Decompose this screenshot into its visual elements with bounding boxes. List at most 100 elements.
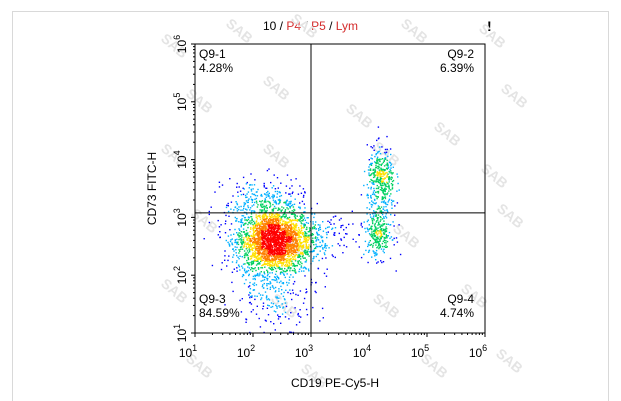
event-point	[272, 238, 275, 240]
event-point	[252, 275, 255, 278]
event-point	[254, 259, 256, 262]
event-point	[279, 195, 281, 198]
event-point	[385, 230, 388, 233]
event-point	[240, 194, 243, 196]
event-point	[307, 247, 309, 250]
event-point	[265, 228, 267, 230]
event-point	[241, 234, 243, 236]
event-point	[277, 244, 280, 246]
event-point	[228, 215, 230, 217]
event-point	[290, 249, 293, 251]
event-point	[269, 265, 271, 268]
event-point	[261, 246, 263, 249]
event-point	[281, 268, 283, 271]
event-point	[245, 236, 247, 239]
event-point	[251, 221, 253, 224]
event-point	[258, 238, 260, 240]
event-point	[326, 268, 328, 270]
event-point	[289, 249, 291, 251]
event-point	[292, 256, 294, 258]
event-point	[271, 215, 273, 217]
event-point	[376, 240, 378, 242]
event-point	[276, 215, 279, 217]
event-point	[334, 232, 336, 234]
event-point	[254, 277, 256, 280]
watermark-text: SAB	[188, 205, 221, 236]
event-point	[272, 218, 275, 220]
event-point	[273, 207, 275, 210]
event-point	[321, 307, 324, 310]
event-point	[298, 231, 300, 234]
event-point	[375, 242, 377, 244]
event-point	[263, 216, 266, 218]
event-point	[290, 195, 292, 197]
event-point	[252, 223, 254, 226]
watermark-text: SAB	[260, 72, 293, 103]
event-point	[290, 228, 293, 230]
event-point	[385, 242, 387, 244]
event-point	[366, 220, 369, 223]
event-point	[266, 249, 268, 251]
event-point	[304, 249, 307, 252]
event-point	[276, 234, 279, 237]
event-point	[377, 167, 379, 170]
event-point	[246, 201, 249, 204]
event-point	[236, 270, 238, 272]
event-point	[235, 252, 237, 254]
event-point	[279, 250, 282, 252]
event-point	[296, 224, 298, 227]
event-point	[263, 226, 265, 229]
event-point	[272, 216, 274, 218]
event-point	[284, 267, 286, 270]
event-point	[365, 231, 367, 233]
event-point	[255, 224, 257, 226]
event-point	[225, 206, 228, 209]
event-point	[231, 238, 233, 240]
event-point	[272, 262, 274, 265]
event-point	[279, 306, 281, 308]
event-point	[370, 216, 372, 218]
event-point	[378, 206, 380, 208]
event-point	[371, 162, 373, 165]
event-point	[245, 235, 247, 238]
event-point	[375, 152, 378, 155]
event-point	[257, 262, 260, 264]
event-point	[259, 251, 261, 253]
event-point	[375, 226, 377, 229]
event-point	[283, 298, 286, 300]
event-point	[267, 256, 269, 258]
event-point	[249, 291, 251, 294]
event-point	[273, 174, 275, 176]
event-point	[373, 181, 375, 183]
event-point	[227, 235, 230, 237]
event-point	[255, 221, 258, 223]
event-point	[256, 216, 258, 218]
event-point	[282, 215, 284, 217]
event-point	[267, 304, 269, 306]
event-point	[268, 251, 271, 253]
event-point	[238, 258, 240, 260]
event-point	[261, 218, 264, 220]
event-point	[273, 223, 275, 225]
event-point	[297, 237, 299, 239]
event-point	[261, 195, 263, 197]
event-point	[263, 184, 265, 187]
event-point	[269, 248, 272, 251]
event-point	[264, 319, 267, 321]
event-point	[253, 236, 255, 239]
event-point	[287, 204, 289, 207]
event-point	[297, 294, 299, 296]
event-point	[266, 263, 268, 265]
event-point	[333, 223, 335, 225]
event-point	[371, 256, 373, 258]
event-point	[264, 249, 266, 251]
event-point	[238, 249, 240, 251]
event-point	[210, 206, 212, 208]
event-point	[278, 255, 281, 257]
event-point	[385, 167, 388, 169]
event-point	[303, 211, 305, 213]
event-point	[275, 263, 278, 265]
event-point	[269, 252, 271, 254]
event-point	[390, 213, 392, 216]
event-point	[253, 252, 256, 255]
